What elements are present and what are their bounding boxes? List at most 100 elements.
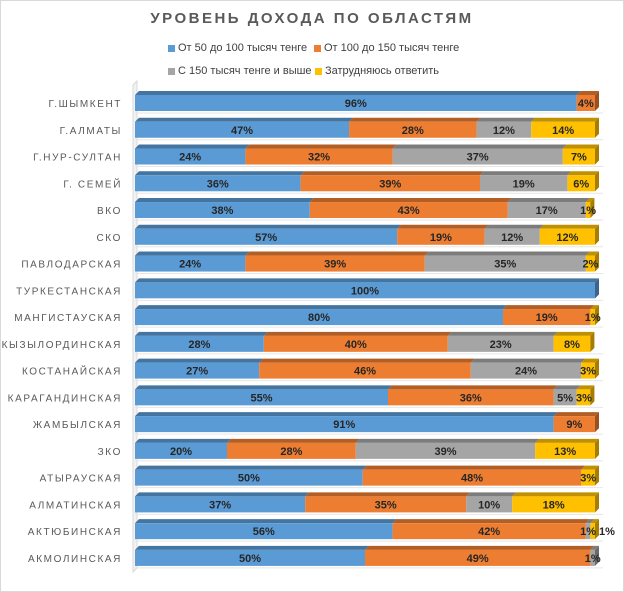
data-label: 1% — [585, 312, 601, 324]
data-label: 1% — [580, 205, 596, 217]
bar-top-face — [590, 545, 599, 550]
bar-top-face — [135, 438, 231, 443]
bar-side-face — [595, 117, 599, 138]
bar-segment — [447, 335, 554, 352]
category-label: АТЫРАУСКАЯ — [40, 474, 122, 485]
legend-item-50-100: От 50 до 100 тысяч тенге — [168, 42, 307, 54]
bar-side-face — [595, 278, 599, 299]
category-label: КАРАГАНДИНСКАЯ — [8, 393, 122, 404]
bar-segment — [590, 309, 595, 326]
bar-top-face — [135, 331, 268, 336]
data-label: 19% — [536, 312, 558, 324]
bar-side-face — [595, 412, 599, 433]
bar-top-face — [424, 251, 590, 256]
bar-top-face — [227, 438, 360, 443]
bar-top-face — [581, 358, 599, 363]
legend-swatch — [168, 67, 175, 75]
data-label: 49% — [467, 553, 489, 565]
data-label: 5% — [557, 392, 573, 404]
data-label: 37% — [467, 152, 489, 164]
bar-top-face — [245, 144, 397, 149]
bar-segment — [585, 255, 595, 272]
data-label: 6% — [573, 178, 589, 190]
bar-side-face — [595, 224, 599, 245]
bar-segment — [135, 496, 306, 513]
data-label: 19% — [430, 232, 452, 244]
data-label: 10% — [478, 499, 500, 511]
bar-segment — [585, 523, 591, 540]
data-label: 32% — [308, 152, 330, 164]
bar-side-face — [595, 358, 599, 379]
bar-top-face — [135, 519, 397, 524]
bar-top-face — [585, 519, 595, 524]
category-label: Г.НУР-СУЛТАН — [33, 153, 122, 164]
data-label: 35% — [494, 259, 516, 271]
bar-top-face — [135, 545, 369, 550]
data-label: 39% — [379, 178, 401, 190]
data-label: 43% — [398, 205, 420, 217]
bar-segment — [531, 121, 595, 138]
bar-top-face — [135, 117, 354, 122]
category-label: ТУРКЕСТАНСКАЯ — [16, 286, 122, 297]
bar-top-face — [531, 117, 599, 122]
bar-segment — [263, 335, 448, 352]
bar-side-face — [590, 385, 595, 406]
bar-top-face — [349, 117, 481, 122]
bar-side-face — [590, 331, 595, 352]
bar-segment — [476, 121, 532, 138]
bar-top-face — [484, 224, 544, 229]
bar-top-face — [362, 465, 586, 470]
bar-top-face — [590, 519, 599, 524]
bar-top-face — [392, 519, 590, 524]
bar-top-face — [585, 251, 599, 256]
bar-top-face — [590, 305, 599, 310]
bar-segment — [309, 202, 508, 219]
legend-swatch — [168, 44, 175, 52]
category-label: КЫЗЫЛОРДИНСКАЯ — [2, 340, 122, 351]
bar-segment — [553, 389, 577, 406]
bar-side-face — [595, 305, 599, 326]
bar-side-face — [595, 438, 599, 459]
bar-segment — [135, 335, 264, 352]
data-label: 38% — [211, 205, 233, 217]
bar-segment — [135, 362, 260, 379]
bar-segment — [397, 228, 485, 245]
data-label: 13% — [554, 446, 576, 458]
bar-segment — [388, 389, 554, 406]
bar-side-face — [595, 465, 599, 486]
legend-item-100-150: От 100 до 150 тысяч тенге — [314, 42, 459, 54]
bar-segment — [135, 95, 577, 111]
bar-segment — [135, 121, 350, 138]
bar-segment — [590, 549, 595, 566]
bar-segment — [259, 362, 471, 379]
legend-label: От 50 до 100 тысяч тенге — [178, 42, 308, 54]
bar-side-face — [595, 91, 599, 111]
bar-segment — [553, 416, 595, 433]
bar-top-face — [135, 224, 402, 229]
bar-segment — [135, 469, 363, 486]
bar-top-face — [135, 198, 314, 203]
data-label: 36% — [460, 392, 482, 404]
bar-segment — [392, 148, 563, 165]
bar-segment — [135, 549, 365, 566]
bar-segment — [135, 255, 246, 272]
data-label: 47% — [231, 125, 253, 137]
bar-segment — [392, 523, 586, 540]
chart-title: УРОВЕНЬ ДОХОДА ПО ОБЛАСТЯМ — [150, 10, 474, 27]
category-label: АЛМАТИНСКАЯ — [29, 500, 122, 511]
data-label: 12% — [493, 125, 515, 137]
bar-top-face — [355, 438, 540, 443]
category-label: СКО — [96, 233, 122, 244]
bar-top-face — [397, 224, 489, 229]
bar-top-face — [305, 492, 471, 497]
bar-segment — [135, 523, 393, 540]
data-label: 39% — [324, 259, 346, 271]
category-label: Г. СЕМЕЙ — [63, 177, 122, 190]
bar-segment — [480, 175, 568, 192]
bar-top-face — [480, 171, 572, 176]
legend-label: От 100 до 150 тысяч тенге — [324, 42, 460, 54]
data-label: 39% — [434, 446, 456, 458]
data-label: 91% — [333, 419, 355, 431]
